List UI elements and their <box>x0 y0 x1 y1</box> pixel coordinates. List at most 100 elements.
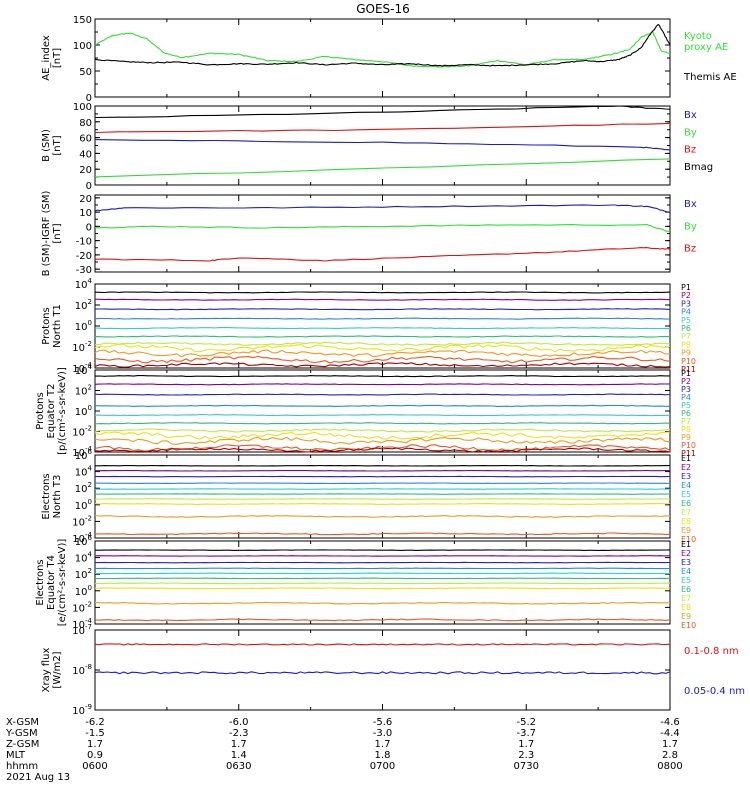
x-row-value: 0.9 <box>87 750 103 761</box>
y-tick-label: 20 <box>79 194 92 205</box>
legend-entry: P9 <box>681 349 691 358</box>
series-line <box>95 582 671 585</box>
y-tick-label: 100 <box>75 404 92 418</box>
y-tick-label: 60 <box>79 134 92 145</box>
series-line <box>94 362 671 368</box>
series-line <box>94 393 671 396</box>
legend-entry: E3 <box>681 472 691 481</box>
y-tick-label: 102 <box>75 298 92 312</box>
series-line <box>94 317 671 320</box>
x-row-value: 1.4 <box>231 750 247 761</box>
series-line <box>94 422 671 425</box>
series-line <box>95 469 670 472</box>
series-line <box>94 493 671 495</box>
y-axis-label: Xray flux[W/m2] <box>41 648 63 693</box>
legend-entry: P11 <box>681 449 696 458</box>
series-line <box>94 514 670 518</box>
legend-entry: Bx <box>684 110 697 121</box>
legend-entry: P5 <box>681 316 691 325</box>
series-line <box>95 549 671 551</box>
legend-entry: Bmag <box>684 162 713 173</box>
series-line <box>94 223 671 233</box>
x-row-label: X-GSM <box>6 717 39 728</box>
y-tick-label: 106 <box>75 534 93 548</box>
x-row-value: -4.4 <box>660 728 680 739</box>
x-row-value: 1.8 <box>375 750 391 761</box>
legend-entry: E4 <box>681 481 691 490</box>
legend-entry: E10 <box>681 621 696 630</box>
legend-entry: Bx <box>684 199 697 210</box>
y-tick-label: -30 <box>76 265 92 276</box>
legend-entry: 0.1-0.8 nm <box>684 646 739 657</box>
y-axis-label: ElectronsNorth T3 <box>41 473 63 519</box>
series-line <box>94 555 671 557</box>
series-line <box>95 341 671 347</box>
legend-entry: E3 <box>681 558 691 567</box>
legend-entry: P6 <box>681 324 691 333</box>
legend-entry: Themis AE <box>683 72 737 83</box>
legend-entry: P7 <box>681 332 691 341</box>
legend-entry: P7 <box>681 417 691 426</box>
series-line <box>94 671 671 675</box>
y-axis-label: AE_index[nT] <box>41 35 63 81</box>
y-tick-label: 10 <box>79 208 92 219</box>
series-line <box>94 572 671 575</box>
y-tick-label: 100 <box>75 498 92 512</box>
series-line <box>94 413 671 417</box>
x-row-value: 0800 <box>657 761 682 772</box>
y-tick-label: 10-2 <box>72 514 92 528</box>
y-tick-label: 10-2 <box>72 600 92 614</box>
y-axis-label: B (SM)[nT] <box>41 129 63 162</box>
panel-8: 10-9 10-8 10-7 Xray flux[W/m2] 0.1-0.8 nm 0.0… <box>41 623 745 717</box>
x-row-value: 1.7 <box>87 739 103 750</box>
y-tick-label: 10-7 <box>72 623 92 637</box>
legend-entry: P8 <box>681 425 691 434</box>
legend-entry: E7 <box>681 594 691 603</box>
x-row-value: 0630 <box>226 761 251 772</box>
legend-entry: E8 <box>681 517 691 526</box>
legend-entry: E2 <box>681 463 691 472</box>
series-line <box>94 335 671 338</box>
legend-entry: proxy AE <box>684 42 728 53</box>
y-tick-label: 102 <box>75 481 92 495</box>
legend-entry: E6 <box>681 499 691 508</box>
series-line <box>94 532 670 536</box>
series-line <box>94 298 670 301</box>
series-line <box>94 355 671 364</box>
x-row-value: 2.8 <box>662 750 678 761</box>
y-tick-label: 104 <box>75 551 93 565</box>
legend-entry: E5 <box>681 576 691 585</box>
series-line <box>95 464 670 467</box>
y-tick-label: 106 <box>75 448 93 462</box>
series-line <box>94 349 671 358</box>
legend-entry: E9 <box>681 526 691 535</box>
series-line <box>94 30 671 68</box>
legend-entry: E2 <box>681 549 691 558</box>
legend-entry: P8 <box>681 340 691 349</box>
x-row-value: 0600 <box>82 761 107 772</box>
legend-entry: P1 <box>681 369 691 378</box>
series-line <box>94 643 671 646</box>
y-tick-label: 10-2 <box>72 340 92 354</box>
legend-entry: P3 <box>681 299 691 308</box>
legend-entry: P4 <box>681 308 691 317</box>
y-tick-label: 150 <box>73 15 92 26</box>
legend-entry: Kyoto <box>684 31 712 42</box>
legend-entry: Bz <box>684 145 696 156</box>
legend-entry: E9 <box>681 612 691 621</box>
series-line <box>94 291 671 294</box>
series-line <box>94 383 671 386</box>
series-line <box>94 502 671 505</box>
y-axis-label: B (SM)-IGRF (SM)[nT] <box>41 191 63 277</box>
y-tick-label: 10-8 <box>72 663 92 677</box>
series-line <box>94 375 670 378</box>
y-tick-label: 10-2 <box>72 425 92 439</box>
legend-entry: P5 <box>681 401 691 410</box>
legend-entry: P4 <box>681 393 691 402</box>
x-row-value: 1.7 <box>518 739 534 750</box>
x-row-value: -6.2 <box>85 717 105 728</box>
